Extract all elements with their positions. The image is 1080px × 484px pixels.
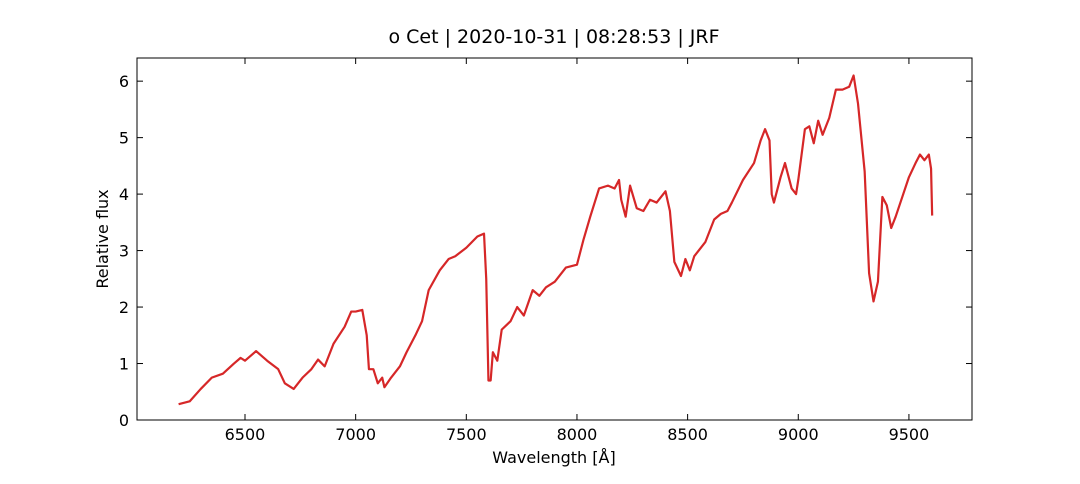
x-tick-label: 8000 — [557, 425, 598, 444]
x-tick-label: 9000 — [778, 425, 819, 444]
y-tick-label: 0 — [119, 411, 129, 430]
x-axis-label: Wavelength [Å] — [492, 448, 615, 467]
x-tick-label: 6500 — [225, 425, 266, 444]
x-tick-label: 7000 — [335, 425, 376, 444]
y-tick-label: 6 — [119, 72, 129, 91]
plot-frame — [136, 57, 973, 421]
y-tick-label: 1 — [119, 355, 129, 374]
y-tick-label: 4 — [119, 185, 129, 204]
y-tick-label: 2 — [119, 298, 129, 317]
y-axis-label: Relative flux — [93, 189, 112, 288]
x-tick-label: 8500 — [667, 425, 708, 444]
y-tick-label: 5 — [119, 129, 129, 148]
x-tick-label: 7500 — [446, 425, 487, 444]
y-tick-label: 3 — [119, 242, 129, 261]
x-tick-label: 9500 — [889, 425, 930, 444]
chart-title: o Cet | 2020-10-31 | 08:28:53 | JRF — [389, 26, 720, 48]
spectrum-line — [178, 74, 934, 406]
